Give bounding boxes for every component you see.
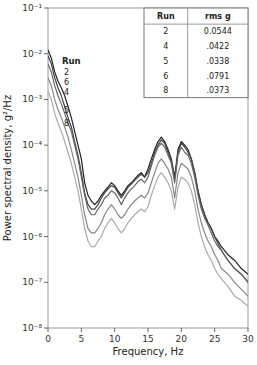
line-label: 4 xyxy=(64,88,69,97)
line-label: 6 xyxy=(64,78,69,87)
table-cell: .0373 xyxy=(206,86,229,95)
table-header: Run xyxy=(157,12,175,21)
x-tick-label: 25 xyxy=(209,334,220,344)
x-tick-label: 15 xyxy=(142,334,153,344)
x-tick xyxy=(114,328,115,332)
table-cell: 5 xyxy=(163,57,168,66)
annotation: Run xyxy=(62,56,81,66)
x-tick xyxy=(181,328,182,332)
y-tick xyxy=(44,99,48,100)
y-tick xyxy=(44,282,48,283)
table-cell: 8 xyxy=(163,86,168,95)
chart: 05101520253010⁻⁸10⁻⁷10⁻⁶10⁻⁵10⁻⁴10⁻³10⁻²… xyxy=(0,0,257,365)
x-tick-label: 30 xyxy=(242,334,254,344)
series-line xyxy=(48,78,248,296)
table-header: rms g xyxy=(205,12,231,21)
line-label: 2 xyxy=(64,68,69,77)
x-axis-label: Frequency, Hz xyxy=(113,346,184,357)
rms-table: Run rms g 2 0.0544 4 .0422 5 .0338 6 .0791 8 .0373 xyxy=(144,8,248,98)
x-tick-label: 5 xyxy=(78,334,84,344)
y-tick-label: 10⁻⁸ xyxy=(22,323,42,333)
table-cell: .0338 xyxy=(206,57,229,66)
x-tick xyxy=(248,328,249,332)
x-tick-label: 0 xyxy=(45,334,51,344)
x-tick xyxy=(48,328,49,332)
table-border xyxy=(144,8,248,98)
x-tick xyxy=(214,328,215,332)
y-tick-label: 10⁻⁵ xyxy=(22,186,42,196)
y-axis-label: Power spectral density, g²/Hz xyxy=(2,95,13,241)
table-cell: .0422 xyxy=(206,42,229,51)
y-tick xyxy=(44,53,48,54)
x-tick-label: 20 xyxy=(176,334,188,344)
y-tick-label: 10⁻³ xyxy=(22,94,42,104)
y-tick-label: 10⁻⁷ xyxy=(22,277,42,287)
line-label: 8 xyxy=(64,119,69,128)
y-tick-label: 10⁻⁴ xyxy=(22,140,42,150)
y-tick xyxy=(44,328,48,329)
table-cell: .0791 xyxy=(206,72,229,81)
y-tick xyxy=(44,8,48,9)
y-tick-label: 10⁻¹ xyxy=(22,3,42,13)
table-cell: 2 xyxy=(163,27,168,36)
series-line xyxy=(48,91,248,306)
table-cell: 6 xyxy=(163,72,168,81)
table-cell: 0.0544 xyxy=(204,27,232,36)
table-divider xyxy=(144,24,248,25)
table-divider xyxy=(187,8,188,98)
x-tick xyxy=(81,328,82,332)
y-tick xyxy=(44,236,48,237)
x-tick-label: 10 xyxy=(109,334,121,344)
table-cell: 4 xyxy=(163,42,168,51)
x-tick xyxy=(148,328,149,332)
y-tick xyxy=(44,145,48,146)
y-tick-label: 10⁻⁶ xyxy=(22,232,42,242)
line-label: 5 xyxy=(64,106,69,115)
y-tick-label: 10⁻² xyxy=(22,49,42,59)
y-tick xyxy=(44,190,48,191)
plot-frame xyxy=(48,8,248,328)
